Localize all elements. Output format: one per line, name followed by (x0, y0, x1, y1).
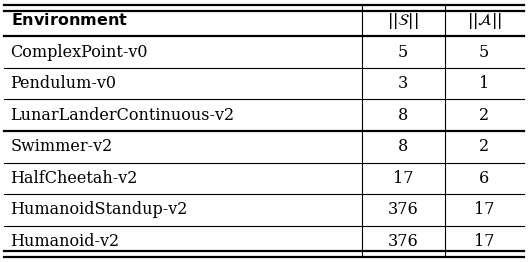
Text: 1: 1 (479, 75, 489, 92)
Text: 2: 2 (479, 138, 489, 155)
Text: $\bf{Environment}$: $\bf{Environment}$ (11, 12, 127, 29)
Text: 376: 376 (388, 233, 419, 250)
Text: Pendulum-v0: Pendulum-v0 (11, 75, 117, 92)
Text: $||\mathcal{S}||$: $||\mathcal{S}||$ (387, 10, 419, 30)
Text: 376: 376 (388, 201, 419, 219)
Text: 8: 8 (398, 107, 408, 124)
Text: HumanoidStandup-v2: HumanoidStandup-v2 (11, 201, 188, 219)
Text: 3: 3 (398, 75, 408, 92)
Text: 2: 2 (479, 107, 489, 124)
Text: 5: 5 (479, 43, 489, 61)
Text: ComplexPoint-v0: ComplexPoint-v0 (11, 43, 148, 61)
Text: 17: 17 (474, 201, 494, 219)
Text: 17: 17 (393, 170, 413, 187)
Text: HalfCheetah-v2: HalfCheetah-v2 (11, 170, 138, 187)
Text: 5: 5 (398, 43, 408, 61)
Text: 17: 17 (474, 233, 494, 250)
Text: 6: 6 (479, 170, 489, 187)
Text: LunarLanderContinuous-v2: LunarLanderContinuous-v2 (11, 107, 234, 124)
Text: $||\mathcal{A}||$: $||\mathcal{A}||$ (467, 10, 502, 30)
Text: Humanoid-v2: Humanoid-v2 (11, 233, 120, 250)
Text: Swimmer-v2: Swimmer-v2 (11, 138, 113, 155)
Text: 8: 8 (398, 138, 408, 155)
